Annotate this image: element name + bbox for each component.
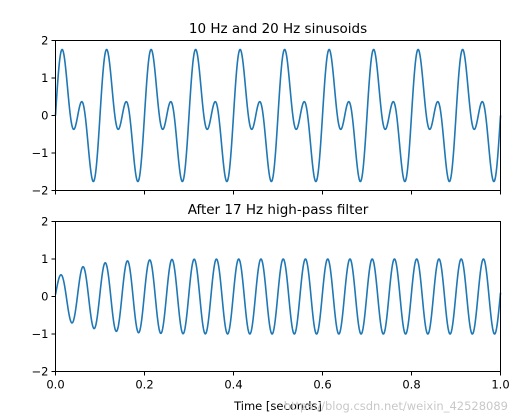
bottom-subplot: After 17 Hz high-pass filter 2 1 0 −1 −2 0.0…	[32, 202, 510, 413]
bottom-x-tick-label: 0.0	[46, 378, 64, 392]
top-y-tick-label: −2	[32, 184, 49, 198]
top-y-tick-label: 0	[41, 109, 48, 123]
bottom-y-tick-label: 1	[41, 252, 48, 266]
top-y-tick-label: −1	[32, 146, 49, 160]
bottom-y-tick-label: −1	[32, 327, 49, 341]
bottom-x-axis: 0.0 0.2 0.4 0.6 0.8 1.0	[46, 371, 510, 392]
bottom-plot-frame	[55, 221, 501, 372]
bottom-x-tick-label: 1.0	[491, 378, 509, 392]
bottom-y-tick-label: −2	[32, 365, 49, 379]
top-x-axis	[55, 190, 501, 195]
bottom-x-tick-label: 0.8	[402, 378, 420, 392]
bottom-y-tick-label: 0	[41, 290, 48, 304]
bottom-x-tick-label: 0.6	[313, 378, 331, 392]
bottom-y-tick-label: 2	[41, 215, 48, 229]
bottom-y-axis: 2 1 0 −1 −2	[32, 215, 56, 379]
top-series-line	[54, 48, 502, 183]
bottom-x-tick-label: 0.2	[135, 378, 153, 392]
top-y-tick-label: 2	[41, 34, 48, 48]
top-subplot: 10 Hz and 20 Hz sinusoids 2 1 0 −1 −2	[32, 21, 502, 198]
watermark-text: https://blog.csdn.net/weixin_42528089	[284, 399, 508, 413]
x-axis-label: Time [seconds]	[233, 399, 322, 413]
bottom-chart-title: After 17 Hz high-pass filter	[188, 202, 369, 218]
bottom-series-line	[54, 258, 502, 335]
bottom-x-tick-label: 0.4	[224, 378, 242, 392]
top-chart-title: 10 Hz and 20 Hz sinusoids	[189, 21, 367, 37]
top-plot-frame	[55, 40, 501, 191]
top-y-tick-label: 1	[41, 71, 48, 85]
top-y-axis: 2 1 0 −1 −2	[32, 34, 56, 198]
